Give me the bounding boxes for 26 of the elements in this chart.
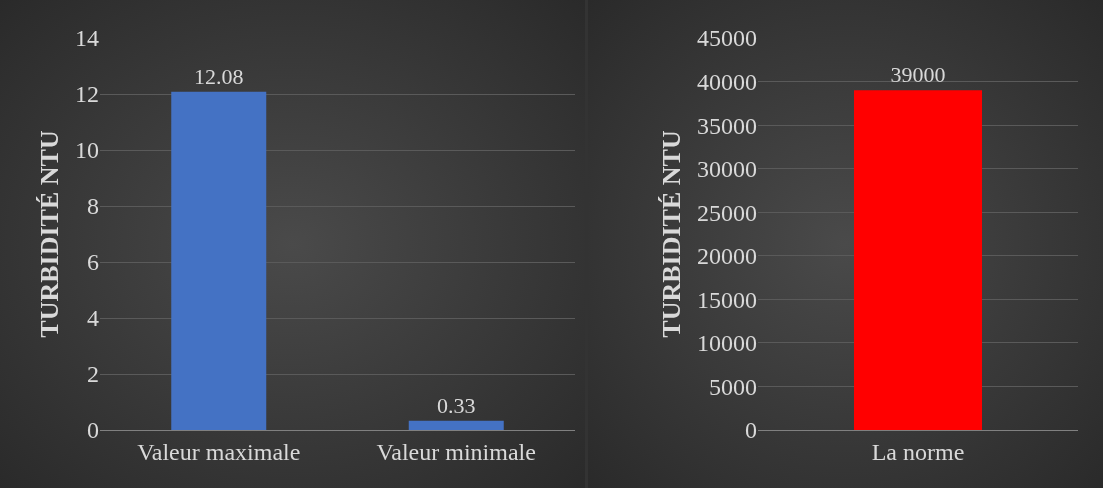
- y-tick-label: 5000: [709, 373, 757, 400]
- y-tick-label: 40000: [697, 68, 757, 95]
- x-tick-label: Valeur maximale: [137, 438, 301, 465]
- y-tick-label: 25000: [697, 199, 757, 226]
- y-tick-label: 2: [87, 361, 99, 388]
- data-label: 39000: [890, 62, 946, 88]
- y-tick-label: 35000: [697, 112, 757, 139]
- y-tick-label: 4: [87, 305, 99, 332]
- data-label: 0.33: [437, 392, 476, 418]
- y-tick-label: 30000: [697, 156, 757, 183]
- x-tick-label: La norme: [871, 438, 965, 465]
- y-tick-label: 12: [75, 81, 99, 108]
- y-tick-label: 0: [87, 417, 99, 444]
- data-label: 12.08: [194, 63, 244, 89]
- y-tick-label: 0: [745, 417, 757, 444]
- y-axis-title: TURBIDITÉ NTU: [35, 130, 65, 338]
- y-tick-label: 10: [75, 137, 99, 164]
- y-tick-label: 45000: [697, 25, 757, 52]
- y-tick-label: 6: [87, 249, 99, 276]
- x-tick-label: Valeur minimale: [376, 438, 536, 465]
- y-tick-label: 14: [75, 25, 99, 52]
- y-tick-label: 8: [87, 193, 99, 220]
- y-tick-label: 20000: [697, 243, 757, 270]
- y-axis-title: TURBIDITÉ NTU: [657, 130, 687, 338]
- y-tick-label: 10000: [697, 330, 757, 357]
- y-tick-label: 15000: [697, 286, 757, 313]
